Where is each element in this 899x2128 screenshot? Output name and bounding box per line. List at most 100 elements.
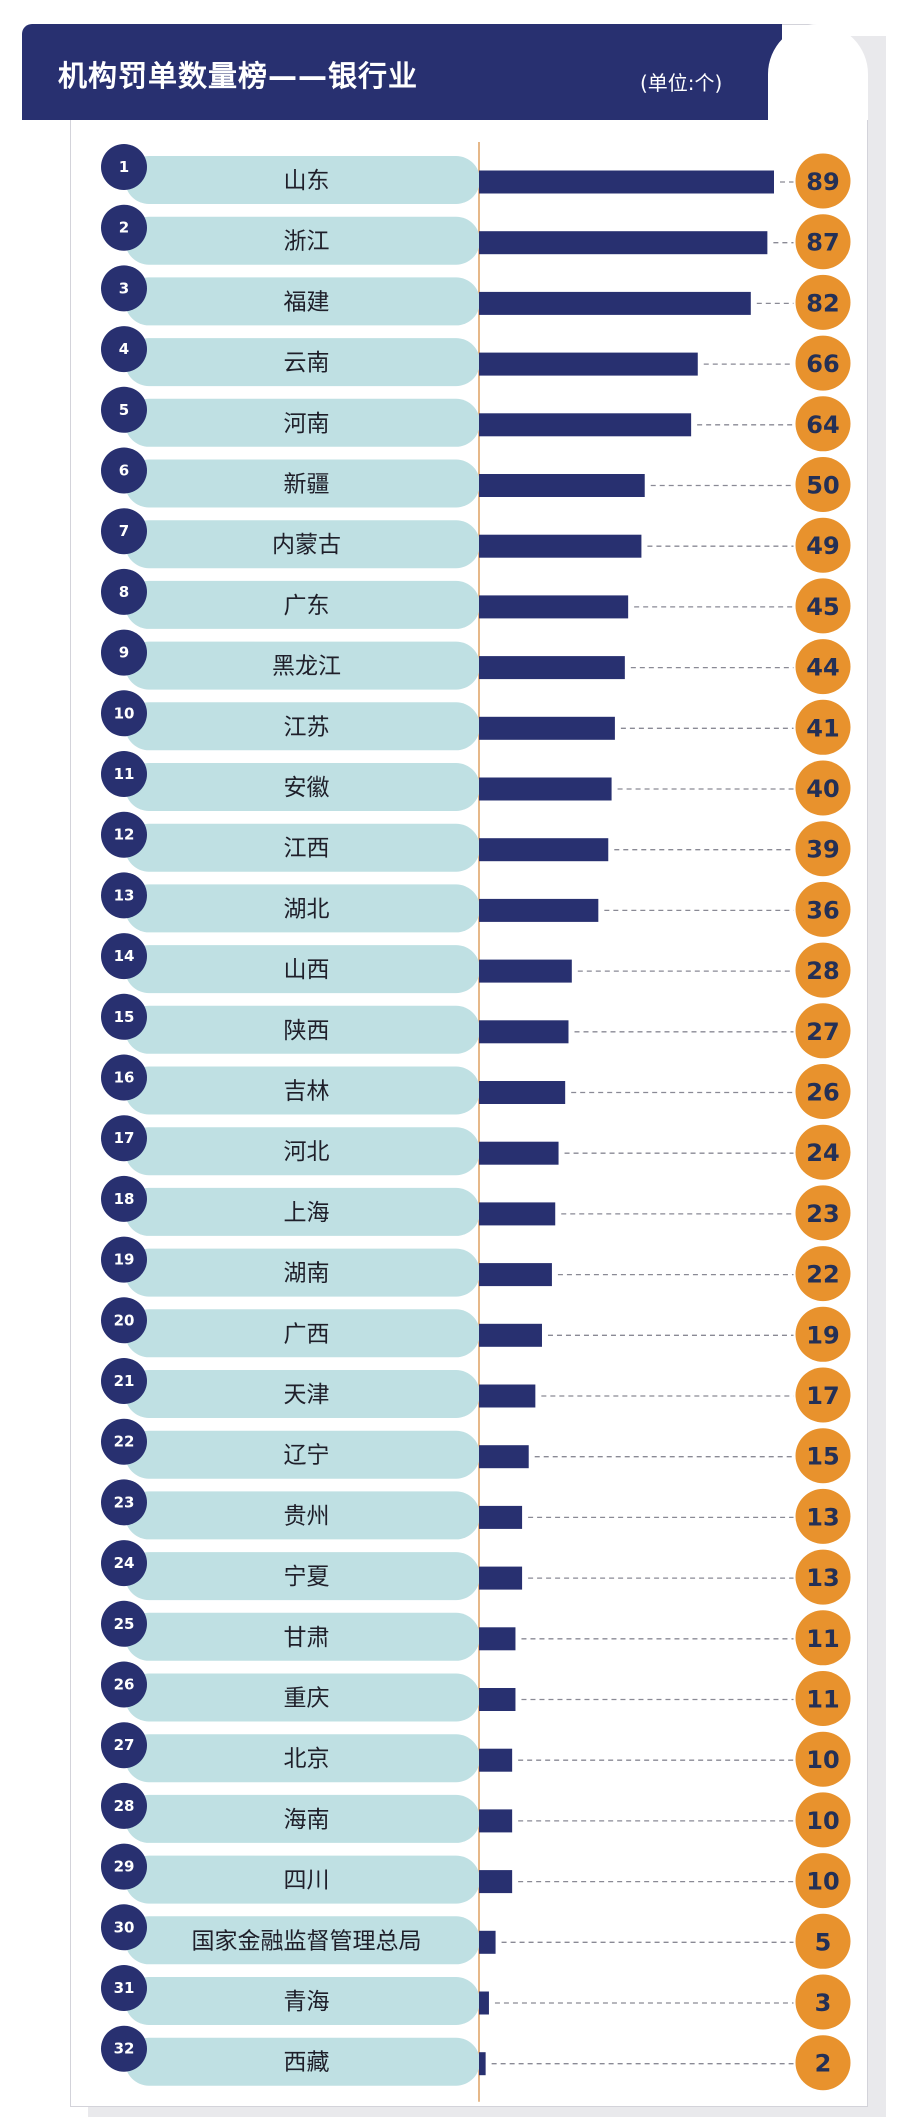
bar xyxy=(479,1930,496,1954)
value-badge xyxy=(795,1913,851,1969)
category-label: 湖北 xyxy=(284,896,330,922)
bar xyxy=(479,1384,536,1408)
value-label: 26 xyxy=(806,1079,839,1107)
rank-number: 1 xyxy=(119,158,129,176)
rank-number: 23 xyxy=(114,1493,135,1511)
value-label: 17 xyxy=(806,1382,839,1410)
category-pill xyxy=(125,702,480,751)
category-label: 黑龙江 xyxy=(272,654,341,680)
rank-number: 10 xyxy=(114,704,135,722)
value-label: 23 xyxy=(806,1200,839,1228)
value-label: 11 xyxy=(806,1625,839,1653)
rank-number: 21 xyxy=(114,1372,135,1390)
category-label: 重庆 xyxy=(284,1686,330,1712)
category-label: 上海 xyxy=(284,1200,330,1226)
value-label: 28 xyxy=(806,957,839,985)
category-label: 湖南 xyxy=(284,1261,330,1287)
category-pill xyxy=(125,823,480,872)
category-pill xyxy=(125,1552,480,1601)
rank-badge xyxy=(101,1418,147,1465)
value-label: 22 xyxy=(806,1261,839,1289)
rank-badge xyxy=(101,2025,147,2072)
value-badge xyxy=(795,760,851,816)
bar xyxy=(479,291,751,315)
bar xyxy=(479,1991,489,2015)
value-badge xyxy=(795,1185,851,1241)
rank-number: 6 xyxy=(119,462,129,480)
value-badge xyxy=(795,1306,851,1362)
value-badge xyxy=(795,699,851,755)
bar xyxy=(479,959,572,983)
value-badge xyxy=(795,1974,851,2030)
bar xyxy=(479,1445,529,1469)
category-pill xyxy=(125,945,480,994)
rank-number: 9 xyxy=(119,644,129,662)
rank-number: 16 xyxy=(114,1069,135,1087)
bar xyxy=(479,838,609,862)
value-badge xyxy=(795,517,851,573)
rank-badge xyxy=(101,1175,147,1222)
category-label: 甘肃 xyxy=(284,1625,330,1651)
rank-badge xyxy=(101,447,147,494)
category-label: 广东 xyxy=(284,593,330,619)
rank-number: 5 xyxy=(119,401,129,419)
rank-number: 13 xyxy=(114,886,135,904)
rank-badge xyxy=(101,1054,147,1101)
rank-badge xyxy=(101,1661,147,1708)
value-badge xyxy=(795,1853,851,1909)
category-pill xyxy=(125,398,480,447)
value-label: 24 xyxy=(806,1139,839,1167)
value-badge xyxy=(795,1064,851,1119)
value-badge xyxy=(795,396,851,452)
rank-badge xyxy=(101,751,147,797)
category-label: 宁夏 xyxy=(284,1564,330,1590)
category-pill xyxy=(125,884,480,933)
rank-badge xyxy=(101,1965,147,2011)
rank-number: 31 xyxy=(114,1979,135,1997)
category-label: 福建 xyxy=(284,289,330,315)
bar xyxy=(479,474,645,497)
category-label: 山东 xyxy=(284,168,330,194)
category-pill xyxy=(125,1430,480,1479)
category-pill xyxy=(125,1370,480,1418)
category-pill xyxy=(125,1916,480,1965)
value-label: 44 xyxy=(806,654,839,682)
value-badge xyxy=(795,1428,851,1484)
bar xyxy=(479,352,698,376)
value-label: 82 xyxy=(806,289,839,317)
category-label: 海南 xyxy=(284,1807,330,1833)
chart-title: 机构罚单数量榜——银行业 xyxy=(58,59,419,93)
category-pill xyxy=(125,1187,480,1236)
header-banner xyxy=(22,24,782,120)
rank-badge xyxy=(101,1540,147,1587)
value-badge xyxy=(795,2035,851,2091)
value-label: 39 xyxy=(806,836,839,864)
category-pill xyxy=(125,1673,480,1722)
rank-number: 20 xyxy=(114,1311,135,1329)
rank-badge xyxy=(101,1843,147,1890)
rank-badge xyxy=(101,326,147,373)
category-label: 国家金融监督管理总局 xyxy=(192,1928,422,1954)
value-badge xyxy=(795,1792,851,1848)
rank-badge xyxy=(101,1358,147,1404)
bar xyxy=(479,413,692,437)
rank-badge xyxy=(101,1600,147,1647)
category-pill xyxy=(125,156,480,204)
value-label: 15 xyxy=(806,1443,839,1471)
rank-badge xyxy=(101,1479,147,1526)
rank-number: 25 xyxy=(114,1615,135,1633)
rank-number: 15 xyxy=(114,1008,135,1026)
rank-number: 4 xyxy=(119,340,129,358)
category-label: 江西 xyxy=(284,836,330,862)
value-label: 50 xyxy=(806,472,839,500)
category-label: 吉林 xyxy=(284,1079,330,1105)
category-label: 广西 xyxy=(284,1321,330,1347)
category-label: 山西 xyxy=(284,957,330,983)
bar xyxy=(479,1020,569,1044)
value-label: 13 xyxy=(806,1503,839,1531)
bar xyxy=(479,716,615,740)
rank-badge xyxy=(101,144,147,190)
value-label: 87 xyxy=(806,229,839,257)
